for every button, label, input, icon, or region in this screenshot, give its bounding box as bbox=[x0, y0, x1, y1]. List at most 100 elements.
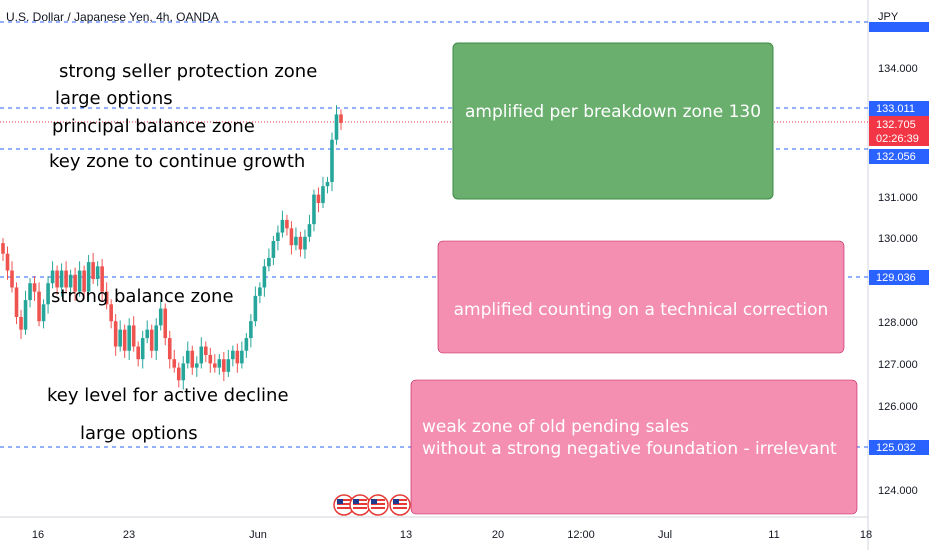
us-flag-event-icon[interactable] bbox=[367, 494, 389, 516]
candle-body bbox=[217, 359, 222, 368]
candle-body bbox=[23, 300, 28, 330]
candle-body bbox=[334, 114, 339, 140]
candle-body bbox=[213, 363, 217, 368]
price-tag-133011-text: 133.011 bbox=[876, 103, 915, 115]
candle-body bbox=[262, 266, 267, 288]
candle-body bbox=[298, 236, 303, 250]
price-tag-133011 bbox=[869, 101, 929, 116]
candle-body bbox=[91, 262, 95, 279]
candle-body bbox=[172, 359, 177, 368]
current-price-value: 132.705 bbox=[876, 119, 916, 131]
zone-box-weak-sales bbox=[410, 379, 858, 515]
y-tick-130000: 130.000 bbox=[878, 233, 918, 245]
candle-body bbox=[235, 350, 240, 364]
candle-body bbox=[321, 186, 325, 204]
annotation-principal-balance: principal balance zone bbox=[52, 116, 255, 137]
economic-events[interactable] bbox=[333, 494, 411, 516]
zone-label-weak-sales-line1: weak zone of old pending sales bbox=[422, 417, 689, 437]
zone-label-weak-sales-line2: without a strong negative foundation - i… bbox=[422, 439, 837, 459]
candle-body bbox=[136, 346, 140, 360]
candle-body bbox=[32, 283, 37, 292]
us-flag-event-icon[interactable] bbox=[349, 494, 371, 516]
candle-body bbox=[271, 241, 276, 258]
x-tick-11: 11 bbox=[768, 529, 779, 541]
x-tick-16: 16 bbox=[32, 529, 44, 541]
candle-body bbox=[41, 304, 46, 322]
y-tick-128000: 128.000 bbox=[878, 317, 918, 329]
candle-body bbox=[1, 243, 5, 254]
candle-body bbox=[100, 266, 104, 292]
candle-body bbox=[140, 338, 145, 360]
zone-label-correction: amplified counting on a technical correc… bbox=[454, 300, 829, 320]
price-tag-132056 bbox=[869, 149, 929, 164]
annotation-seller-protection: strong seller protection zone bbox=[59, 61, 317, 82]
candle-body bbox=[231, 350, 235, 360]
candle-body bbox=[312, 194, 316, 225]
candle-body bbox=[199, 346, 204, 364]
candle-body bbox=[194, 363, 199, 368]
candle-body bbox=[28, 283, 32, 301]
candle-body bbox=[86, 262, 91, 292]
current-price-countdown: 02:26:39 bbox=[876, 133, 919, 145]
y-tick-126000: 126.000 bbox=[878, 401, 918, 413]
candle-body bbox=[240, 350, 244, 364]
candle-body bbox=[289, 228, 294, 246]
us-flag-event-icon[interactable] bbox=[333, 494, 355, 516]
price-tag-129036-text: 129.036 bbox=[876, 272, 916, 284]
candle-body bbox=[325, 181, 330, 187]
zone-box-breakdown bbox=[452, 42, 774, 200]
candle-body bbox=[330, 139, 334, 182]
candle-body bbox=[95, 266, 100, 279]
candle-body bbox=[37, 291, 41, 322]
chart-title: U.S. Dollar / Japanese Yen, 4h, OANDA bbox=[6, 10, 219, 24]
annotation-strong-balance: strong balance zone bbox=[51, 286, 234, 307]
candle-body bbox=[163, 308, 168, 339]
price-tag-129036 bbox=[869, 270, 929, 285]
y-tick-124000: 124.000 bbox=[878, 485, 918, 497]
candle-body bbox=[122, 329, 127, 351]
x-tick-23: 23 bbox=[123, 529, 135, 541]
us-flag-event-icon[interactable] bbox=[389, 494, 411, 516]
candle-body bbox=[73, 274, 77, 292]
candle-body bbox=[258, 287, 262, 296]
zone-label-breakdown: amplified per breakdown zone 130 bbox=[465, 102, 761, 122]
candle-body bbox=[10, 270, 14, 288]
x-tick-1200: 12:00 bbox=[567, 529, 595, 541]
candle-body bbox=[55, 270, 59, 288]
candle-body bbox=[226, 359, 231, 372]
price-tag-top bbox=[869, 22, 929, 32]
candle-body bbox=[82, 270, 86, 292]
x-tick-13: 13 bbox=[400, 529, 412, 541]
candle-body bbox=[5, 253, 10, 271]
candle-body bbox=[149, 329, 154, 351]
x-tick-20: 20 bbox=[492, 529, 504, 541]
candle-body bbox=[167, 338, 172, 360]
candlestick-series bbox=[1, 105, 343, 390]
candle-body bbox=[316, 194, 321, 204]
candle-body bbox=[64, 270, 68, 288]
price-tag-125032-text: 125.032 bbox=[876, 442, 916, 454]
annotation-active-decline: key level for active decline bbox=[47, 385, 289, 406]
candle-body bbox=[190, 350, 195, 368]
x-tick-jun: Jun bbox=[249, 529, 267, 541]
candle-body bbox=[127, 325, 131, 351]
candle-body bbox=[118, 329, 122, 347]
candle-body bbox=[280, 219, 285, 233]
candle-body bbox=[77, 270, 82, 292]
candle-body bbox=[267, 257, 271, 267]
candle-body bbox=[131, 325, 136, 347]
candle-body bbox=[285, 219, 289, 229]
candle-body bbox=[249, 321, 253, 339]
candle-body bbox=[68, 274, 73, 288]
candle-body bbox=[145, 329, 150, 339]
zone-box-correction bbox=[437, 240, 845, 354]
candle-body bbox=[59, 270, 64, 288]
candle-body bbox=[307, 224, 312, 237]
y-tick-134000: 134.000 bbox=[878, 63, 918, 75]
candle-body bbox=[204, 346, 208, 355]
price-tag-132056-text: 132.056 bbox=[876, 151, 916, 163]
candle-body bbox=[113, 321, 118, 347]
candle-body bbox=[14, 287, 19, 317]
currency-label: JPY bbox=[878, 11, 899, 23]
